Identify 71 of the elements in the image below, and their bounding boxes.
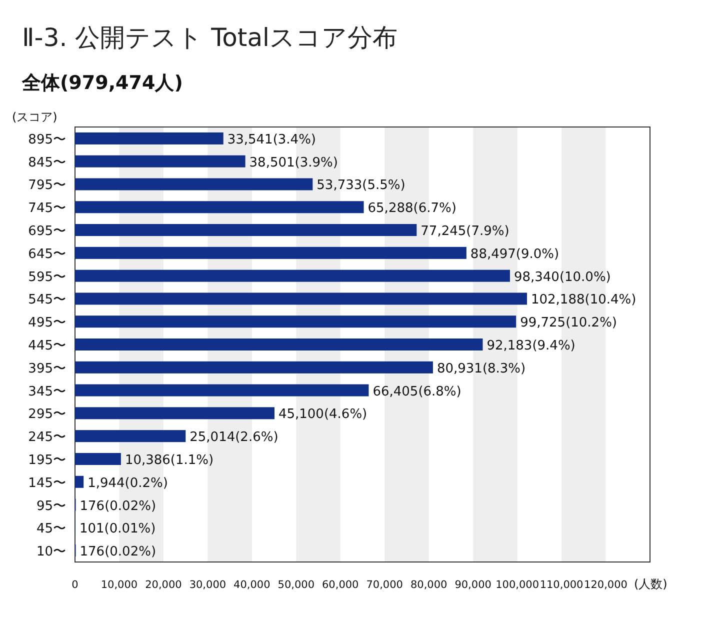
bar bbox=[75, 316, 516, 328]
x-tick-label: 100,000 bbox=[496, 579, 540, 591]
x-tick-label: 50,000 bbox=[278, 579, 315, 591]
y-tick-label: 10〜 bbox=[36, 544, 66, 560]
data-label: 88,497(9.0%) bbox=[470, 246, 560, 262]
x-tick-label: 120,000 bbox=[584, 579, 628, 591]
y-tick-label: 495〜 bbox=[28, 316, 66, 331]
y-tick-label: 45〜 bbox=[36, 522, 66, 537]
y-tick-label: 545〜 bbox=[28, 292, 66, 308]
data-label: 80,931(8.3%) bbox=[436, 361, 526, 376]
x-tick-label: 40,000 bbox=[234, 579, 270, 591]
y-tick-label: 245〜 bbox=[28, 430, 66, 446]
y-tick-label: 595〜 bbox=[28, 270, 66, 285]
data-label: 99,725(10.2%) bbox=[520, 316, 618, 331]
x-tick-label: 0 bbox=[72, 579, 78, 591]
data-label: 25,014(2.6%) bbox=[190, 430, 278, 446]
data-label: 65,288(6.7%) bbox=[368, 201, 456, 216]
y-tick-label: 295〜 bbox=[28, 407, 66, 422]
data-label: 98,340(10.0%) bbox=[514, 270, 611, 285]
data-label: 176(0.02%) bbox=[80, 544, 156, 560]
bar bbox=[75, 246, 466, 259]
y-tick-label: 645〜 bbox=[28, 246, 66, 262]
y-tick-label: 845〜 bbox=[28, 155, 66, 170]
bar bbox=[75, 224, 417, 236]
data-label: 102,188(10.4%) bbox=[530, 292, 636, 308]
bar bbox=[75, 476, 84, 488]
y-tick-label: 795〜 bbox=[28, 178, 66, 194]
bar bbox=[75, 292, 527, 305]
y-tick-label: 445〜 bbox=[28, 338, 66, 354]
data-label: 66,405(6.8%) bbox=[372, 384, 462, 400]
y-tick-label: 95〜 bbox=[36, 498, 66, 514]
bar bbox=[75, 384, 369, 396]
data-label: 176(0.02%) bbox=[80, 498, 156, 514]
y-tick-label: 395〜 bbox=[28, 361, 66, 376]
bar bbox=[75, 430, 186, 442]
y-tick-label: 345〜 bbox=[28, 384, 66, 400]
bar bbox=[75, 132, 224, 144]
data-label: 10,386(1.1%) bbox=[124, 452, 214, 468]
x-tick-label: 10,000 bbox=[100, 579, 138, 591]
bar bbox=[75, 338, 483, 350]
x-tick-label: 90,000 bbox=[454, 579, 492, 591]
data-label: 77,245(7.9%) bbox=[420, 224, 510, 240]
bar bbox=[75, 201, 364, 214]
x-tick-label: 60,000 bbox=[322, 579, 359, 591]
bar bbox=[75, 155, 246, 168]
data-label: 1,944(0.2%) bbox=[88, 476, 168, 491]
x-tick-label: 70,000 bbox=[366, 579, 403, 591]
data-label: 53,733(5.5%) bbox=[316, 178, 406, 194]
x-tick-label: 110,000 bbox=[540, 579, 584, 591]
data-label: 101(0.01%) bbox=[79, 522, 156, 537]
x-tick-label: 20,000 bbox=[145, 579, 182, 591]
bar bbox=[75, 407, 274, 420]
data-label: 45,100(4.6%) bbox=[278, 407, 368, 422]
x-tick-label: 30,000 bbox=[189, 579, 226, 591]
bar bbox=[75, 270, 510, 282]
data-label: 92,183(9.4%) bbox=[486, 338, 576, 354]
y-tick-label: 895〜 bbox=[28, 132, 66, 148]
y-tick-label: 745〜 bbox=[28, 201, 66, 216]
chart-title: Ⅱ-3. 公開テスト Totalスコア分布 bbox=[22, 23, 398, 52]
y-axis-title: (スコア) bbox=[12, 110, 58, 124]
bar bbox=[75, 452, 121, 465]
y-tick-label: 695〜 bbox=[28, 224, 66, 240]
chart-subtitle: 全体(979,474人) bbox=[21, 72, 183, 94]
y-tick-label: 145〜 bbox=[28, 476, 66, 491]
data-label: 33,541(3.4%) bbox=[227, 132, 316, 148]
bar bbox=[75, 361, 433, 374]
x-axis-title: (人数) bbox=[634, 577, 668, 591]
bar bbox=[75, 178, 313, 190]
x-tick-label: 80,000 bbox=[410, 579, 448, 591]
data-label: 38,501(3.9%) bbox=[249, 155, 338, 170]
y-tick-label: 195〜 bbox=[28, 452, 66, 468]
